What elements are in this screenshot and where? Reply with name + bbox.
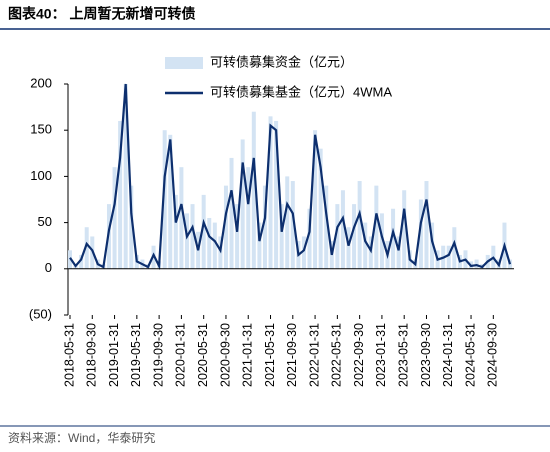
bar: [123, 84, 128, 269]
bar: [285, 176, 290, 269]
x-tick-label: 2018-05-31: [62, 323, 76, 387]
x-tick-label: 2022-09-30: [352, 323, 366, 387]
x-tick-label: 2021-05-31: [263, 323, 277, 387]
bar: [257, 222, 262, 269]
bar: [313, 130, 318, 269]
y-tick-label: 200: [30, 75, 52, 90]
bar: [84, 227, 89, 269]
x-tick-label: 2021-09-30: [285, 323, 299, 387]
bar: [246, 167, 251, 269]
bar: [207, 217, 212, 269]
bar: [168, 134, 173, 269]
bar: [212, 222, 217, 269]
x-tick-label: 2021-01-31: [241, 323, 255, 387]
line: [69, 83, 512, 271]
x-tick-label: 2020-01-31: [174, 323, 188, 387]
bar: [290, 181, 295, 269]
bar: [418, 199, 423, 269]
x-tick-label: 2024-01-31: [441, 323, 455, 387]
bar: [402, 190, 407, 269]
source: 资料来源：Wind，华泰研究: [8, 430, 155, 445]
bar: [446, 245, 451, 269]
bar: [129, 185, 134, 269]
bar: [173, 194, 178, 269]
x-tick-label: 2024-09-30: [486, 323, 500, 387]
x-tick-label: 2019-05-31: [129, 323, 143, 387]
y-tick-label: 100: [30, 168, 52, 183]
bar: [346, 227, 351, 269]
chart-title: 图表40： 上周暂无新增可转债: [8, 6, 195, 22]
x-tick-label: 2023-05-31: [396, 323, 410, 387]
bar: [357, 181, 362, 269]
bar: [352, 204, 357, 269]
x-tick-label: 2018-09-30: [85, 323, 99, 387]
bar: [118, 120, 123, 269]
bar: [307, 208, 312, 269]
bar: [268, 116, 273, 269]
legend-label: 可转债募集基金（亿元）4WMA: [210, 84, 392, 99]
bar: [424, 181, 429, 269]
bar: [318, 148, 323, 269]
bar: [391, 208, 396, 269]
bar: [179, 167, 184, 269]
bar: [374, 185, 379, 269]
bar: [190, 204, 195, 269]
bar: [162, 130, 167, 269]
legend-swatch: [165, 57, 203, 69]
y-tick-label: 150: [30, 122, 52, 137]
x-tick-label: 2020-05-31: [196, 323, 210, 387]
bar: [274, 120, 279, 269]
x-tick-label: 2023-01-31: [374, 323, 388, 387]
x-tick-label: 2019-09-30: [151, 323, 165, 387]
x-tick-label: 2022-05-31: [330, 323, 344, 387]
bar: [301, 236, 306, 269]
bar: [229, 157, 234, 269]
bar: [430, 222, 435, 269]
bar: [223, 185, 228, 269]
x-tick-label: 2019-01-31: [107, 323, 121, 387]
bar: [335, 204, 340, 269]
bar: [112, 167, 117, 269]
y-tick-label: (50): [29, 306, 52, 321]
bar: [79, 254, 84, 269]
bar: [184, 213, 189, 269]
x-tick-label: 2024-05-31: [463, 323, 477, 387]
bar: [218, 236, 223, 269]
bar: [340, 190, 345, 269]
x-tick-label: 2020-09-30: [218, 323, 232, 387]
bar: [240, 139, 245, 269]
bar: [235, 204, 240, 269]
y-tick-label: 0: [45, 260, 52, 275]
bar: [279, 204, 284, 269]
bar: [251, 111, 256, 269]
bar: [368, 236, 373, 269]
bar: [201, 194, 206, 269]
legend-label: 可转债募集资金（亿元）: [210, 54, 353, 69]
bar: [262, 185, 267, 269]
bar: [363, 222, 368, 269]
x-tick-label: 2023-09-30: [419, 323, 433, 387]
bar: [452, 227, 457, 269]
bar: [324, 185, 329, 269]
y-tick-label: 50: [38, 214, 52, 229]
x-tick-label: 2022-01-31: [307, 323, 321, 387]
bar: [379, 213, 384, 269]
bar: [396, 236, 401, 269]
